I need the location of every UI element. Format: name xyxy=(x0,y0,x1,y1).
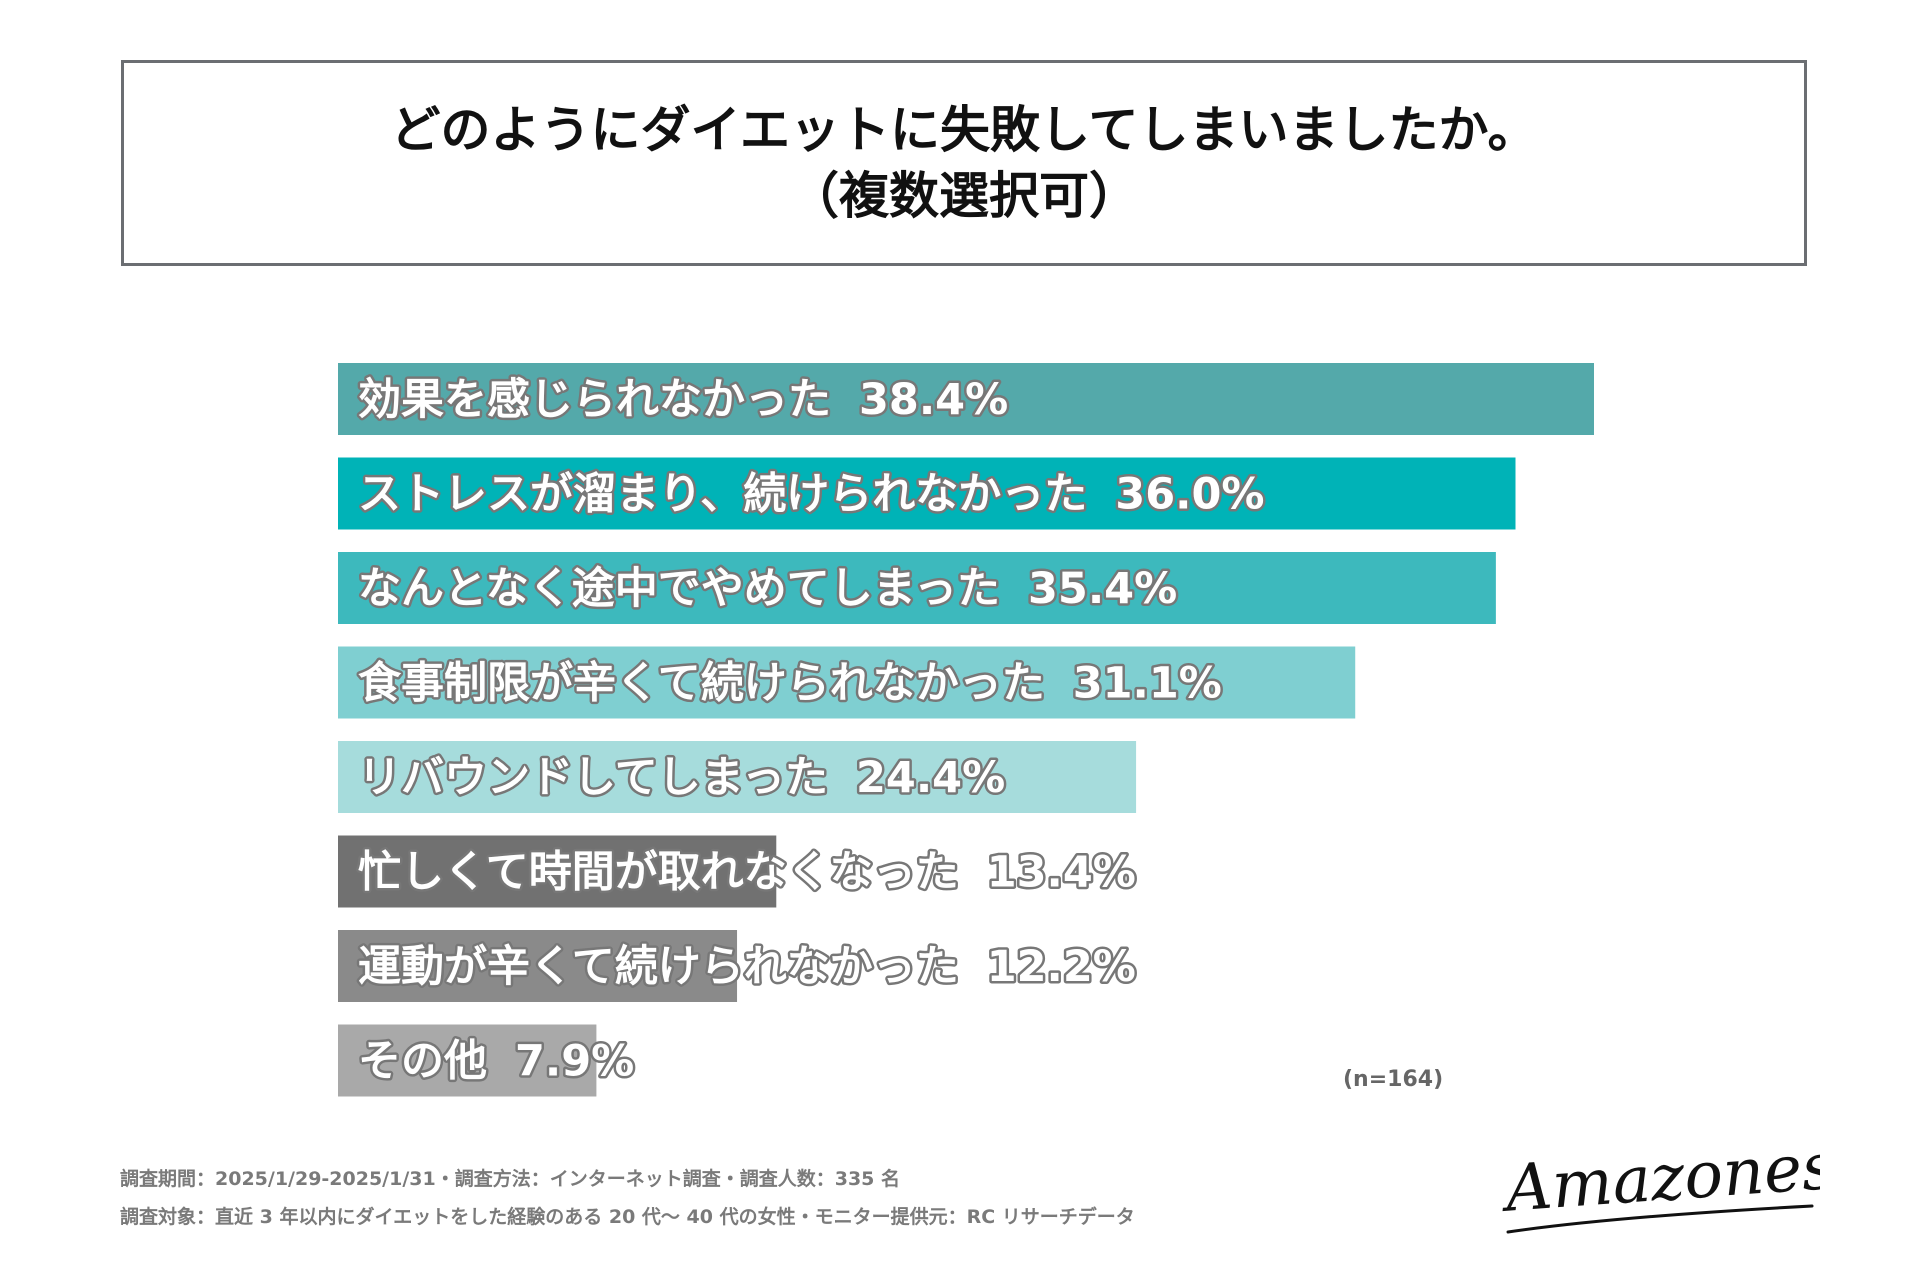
bar-label-4: 食事制限が辛くて続けられなかった 31.1% xyxy=(358,659,1222,709)
bar-6 xyxy=(338,835,777,908)
bar-label-6: 忙しくて時間が取れなくなった 13.4% xyxy=(358,848,1136,898)
bar-1 xyxy=(338,363,1594,435)
bar-label-1: 効果を感じられなかった 38.4% xyxy=(358,375,1008,425)
bar-label-3: なんとなく途中でやめてしまった 35.4% xyxy=(358,564,1177,614)
bar-label-7: 運動が辛くて続けられなかった 12.2% xyxy=(358,942,1136,992)
value-label: 24.4% xyxy=(856,753,1005,803)
category-label: ストレスが溜まり、続けられなかった xyxy=(358,470,1087,520)
bar-label-8: その他 7.9% xyxy=(358,1037,634,1087)
bar-4 xyxy=(338,646,1356,719)
bar-label-2: ストレスが溜まり、続けられなかった 36.0% xyxy=(358,470,1264,520)
bar-7 xyxy=(338,930,738,1002)
bar-2 xyxy=(338,457,1516,530)
category-label: 運動が辛くて続けられなかった xyxy=(358,942,959,992)
bar-3 xyxy=(338,552,1496,624)
category-label: その他 xyxy=(358,1037,487,1087)
value-label: 7.9% xyxy=(515,1037,634,1087)
bar-8 xyxy=(338,1024,597,1097)
category-label: なんとなく途中でやめてしまった xyxy=(358,564,1000,614)
bar-5 xyxy=(338,741,1137,813)
value-label: 38.4% xyxy=(859,375,1008,425)
survey-target-footnote: 調査対象：直近 3 年以内にダイエットをした経験のある 20 代〜 40 代の女… xyxy=(120,1206,1135,1228)
value-label: 31.1% xyxy=(1073,659,1222,709)
logo-underline xyxy=(1506,1204,1814,1234)
value-label: 12.2% xyxy=(987,942,1136,992)
category-label: 食事制限が辛くて続けられなかった xyxy=(358,659,1045,709)
survey-period-footnote: 調査期間：2025/1/29-2025/1/31・調査方法：インターネット調査・… xyxy=(120,1168,901,1190)
amazones-logo: Amazones xyxy=(1500,1130,1820,1234)
value-label: 13.4% xyxy=(987,848,1136,898)
logo-text: Amazones xyxy=(1500,1130,1820,1227)
category-label: 忙しくて時間が取れなくなった xyxy=(358,848,959,898)
sample-size-note: (n=164) xyxy=(1343,1067,1444,1092)
value-label: 35.4% xyxy=(1028,564,1177,614)
category-label: リバウンドしてしまった xyxy=(358,753,828,803)
value-label: 36.0% xyxy=(1115,470,1264,520)
chart-subtitle: （複数選択可） xyxy=(789,167,1139,225)
chart-title: どのようにダイエットに失敗してしまいましたか。 xyxy=(390,100,1538,159)
bar-label-5: リバウンドしてしまった 24.4% xyxy=(358,753,1005,803)
title-box: どのようにダイエットに失敗してしまいましたか。 （複数選択可） xyxy=(121,60,1807,266)
category-label: 効果を感じられなかった xyxy=(358,375,831,425)
